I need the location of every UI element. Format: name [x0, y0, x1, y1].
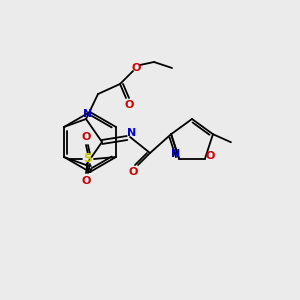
Text: O: O [81, 176, 91, 186]
Text: S: S [83, 152, 92, 166]
Text: O: O [81, 132, 91, 142]
Text: N: N [128, 128, 136, 138]
Text: S: S [84, 165, 92, 175]
Text: N: N [83, 109, 93, 119]
Text: O: O [124, 100, 134, 110]
Text: O: O [131, 63, 141, 73]
Text: O: O [205, 151, 214, 161]
Text: N: N [172, 149, 181, 159]
Text: O: O [128, 167, 138, 177]
